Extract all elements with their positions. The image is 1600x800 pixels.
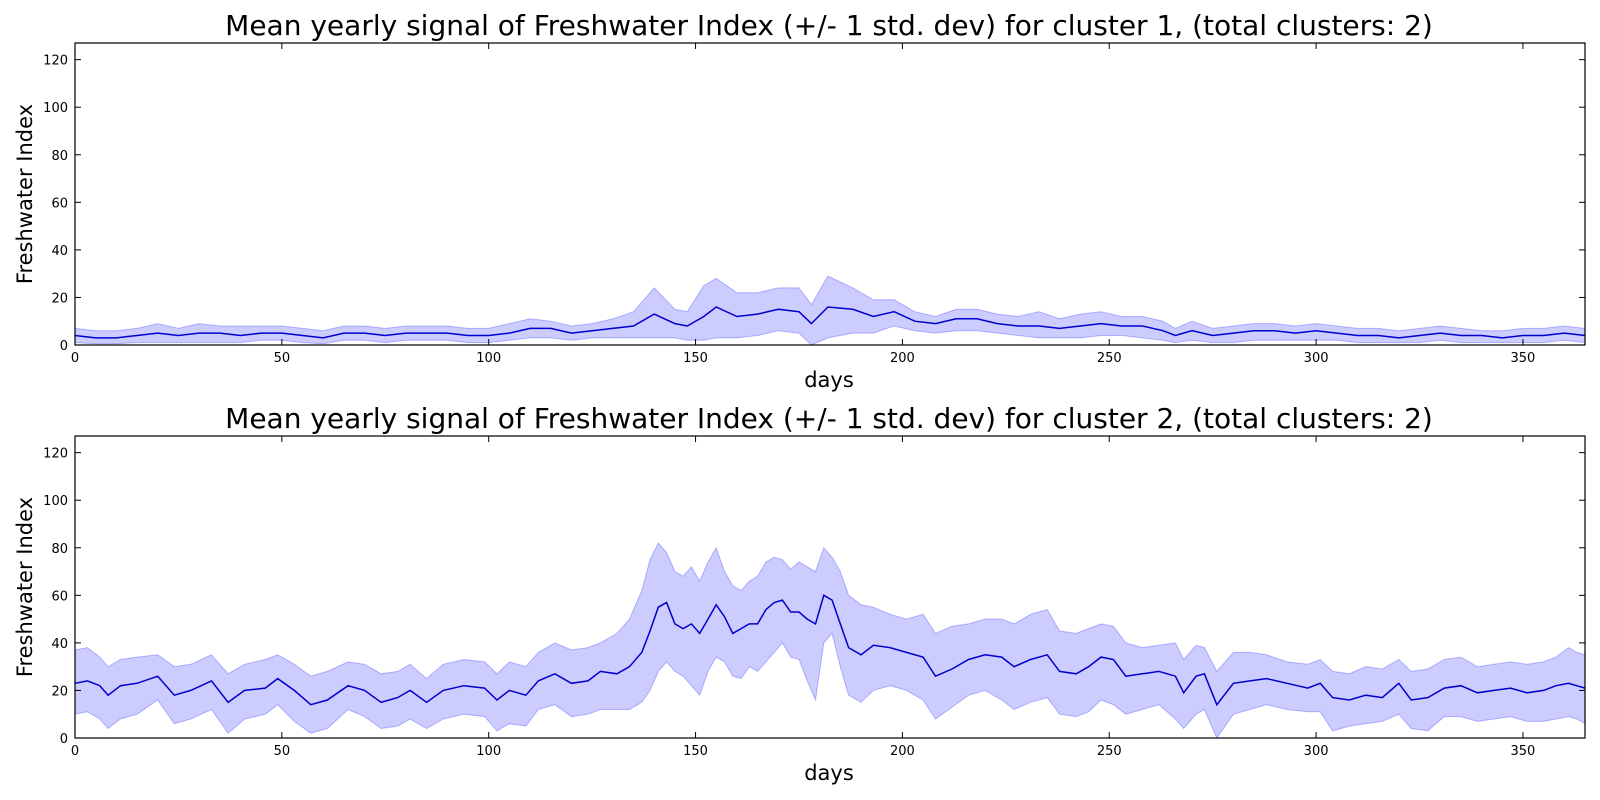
y-tick-label: 120: [43, 54, 68, 69]
x-tick-label: 250: [1097, 744, 1122, 759]
y-tick-label: 80: [51, 542, 68, 557]
x-tick-label: 150: [683, 744, 708, 759]
axis-ticks: 0 50 100 150 200 250 300 350 0 20 40 60 80 100 120: [43, 43, 1585, 366]
mean-line: [74, 594, 1586, 707]
plot-area: [74, 542, 1586, 740]
y-tick-label: 20: [51, 291, 68, 306]
axis-ticks: 0 50 100 150 200 250 300 350 0 20 40 60 80 100 120: [43, 436, 1585, 759]
y-axis-label: Freshwater Index: [13, 497, 37, 677]
plot-area: [74, 275, 1586, 346]
x-axis-label: days: [804, 761, 854, 785]
y-tick-label: 100: [43, 494, 68, 509]
subplot-cluster-2: Mean yearly signal of Freshwater Index (…: [13, 402, 1586, 785]
x-tick-label: 150: [683, 351, 708, 366]
subplot-cluster-1: Mean yearly signal of Freshwater Index (…: [13, 9, 1586, 392]
x-tick-label: 250: [1097, 351, 1122, 366]
y-tick-label: 120: [43, 447, 68, 462]
y-tick-label: 20: [51, 684, 68, 699]
axes-frame: [74, 435, 1586, 739]
y-tick-label: 0: [60, 339, 68, 354]
y-tick-label: 40: [51, 244, 68, 259]
axes-frame: [74, 42, 1586, 346]
y-tick-label: 80: [51, 149, 68, 164]
x-tick-label: 0: [71, 351, 79, 366]
x-tick-label: 350: [1511, 351, 1536, 366]
y-axis-label: Freshwater Index: [13, 104, 37, 284]
x-tick-label: 50: [274, 744, 291, 759]
x-tick-label: 200: [890, 351, 915, 366]
y-tick-label: 40: [51, 637, 68, 652]
x-tick-label: 50: [274, 351, 291, 366]
chart-title: Mean yearly signal of Freshwater Index (…: [225, 9, 1433, 42]
x-tick-label: 200: [890, 744, 915, 759]
y-tick-label: 60: [51, 196, 68, 211]
x-axis-label: days: [804, 368, 854, 392]
mean-line: [74, 306, 1586, 339]
x-tick-label: 100: [476, 351, 501, 366]
std-dev-band: [74, 542, 1586, 740]
x-tick-label: 0: [71, 744, 79, 759]
y-tick-label: 100: [43, 101, 68, 116]
x-tick-label: 350: [1511, 744, 1536, 759]
chart-title: Mean yearly signal of Freshwater Index (…: [225, 402, 1433, 435]
y-tick-label: 0: [60, 732, 68, 747]
y-tick-label: 60: [51, 589, 68, 604]
x-tick-label: 300: [1304, 744, 1329, 759]
x-tick-label: 100: [476, 744, 501, 759]
x-tick-label: 300: [1304, 351, 1329, 366]
